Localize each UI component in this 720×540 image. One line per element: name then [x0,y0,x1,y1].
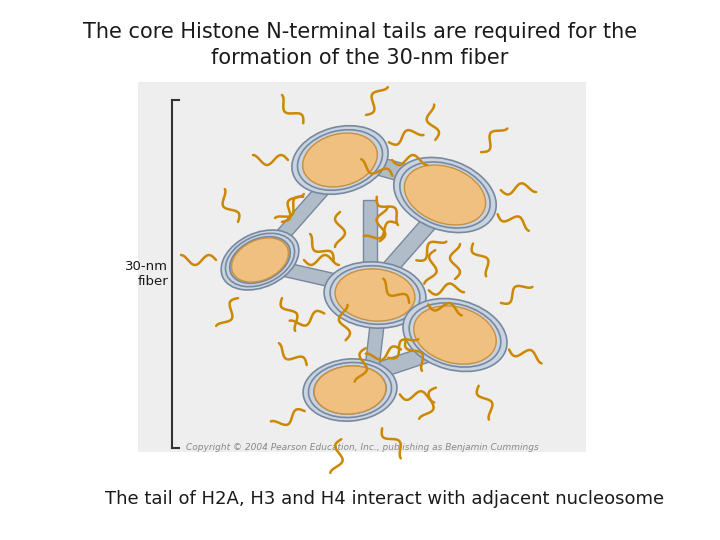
Ellipse shape [403,299,507,372]
Text: Copyright © 2004 Pearson Education, Inc., publishing as Benjamin Cummings: Copyright © 2004 Pearson Education, Inc.… [186,443,539,452]
Ellipse shape [303,134,377,186]
Text: formation of the 30-nm fiber: formation of the 30-nm fiber [211,48,509,68]
Ellipse shape [335,269,415,321]
Ellipse shape [303,359,397,421]
Polygon shape [363,200,377,300]
Polygon shape [369,200,451,291]
Polygon shape [363,299,387,386]
Text: 30-nm
fiber: 30-nm fiber [125,260,168,288]
Polygon shape [338,146,447,194]
Ellipse shape [302,133,377,187]
Ellipse shape [414,306,496,364]
Ellipse shape [409,303,501,367]
Bar [138,82,586,452]
Ellipse shape [232,238,289,282]
Ellipse shape [405,165,485,225]
Ellipse shape [336,269,414,320]
Polygon shape [373,297,457,333]
Ellipse shape [292,126,388,194]
Ellipse shape [314,366,386,414]
Ellipse shape [394,158,496,233]
Ellipse shape [221,230,299,290]
Text: The core Histone N-terminal tails are required for the: The core Histone N-terminal tails are re… [83,22,637,42]
Ellipse shape [225,233,294,287]
Polygon shape [260,165,346,260]
Ellipse shape [406,166,484,224]
Ellipse shape [230,237,290,284]
Ellipse shape [314,366,386,414]
Ellipse shape [415,307,495,363]
Ellipse shape [330,266,420,324]
Polygon shape [348,338,457,388]
Ellipse shape [308,362,392,417]
Text: The tail of H2A, H3 and H4 interact with adjacent nucleosome: The tail of H2A, H3 and H4 interact with… [105,490,664,508]
Ellipse shape [297,130,382,190]
Polygon shape [264,258,377,297]
Ellipse shape [400,162,490,228]
Ellipse shape [324,262,426,328]
